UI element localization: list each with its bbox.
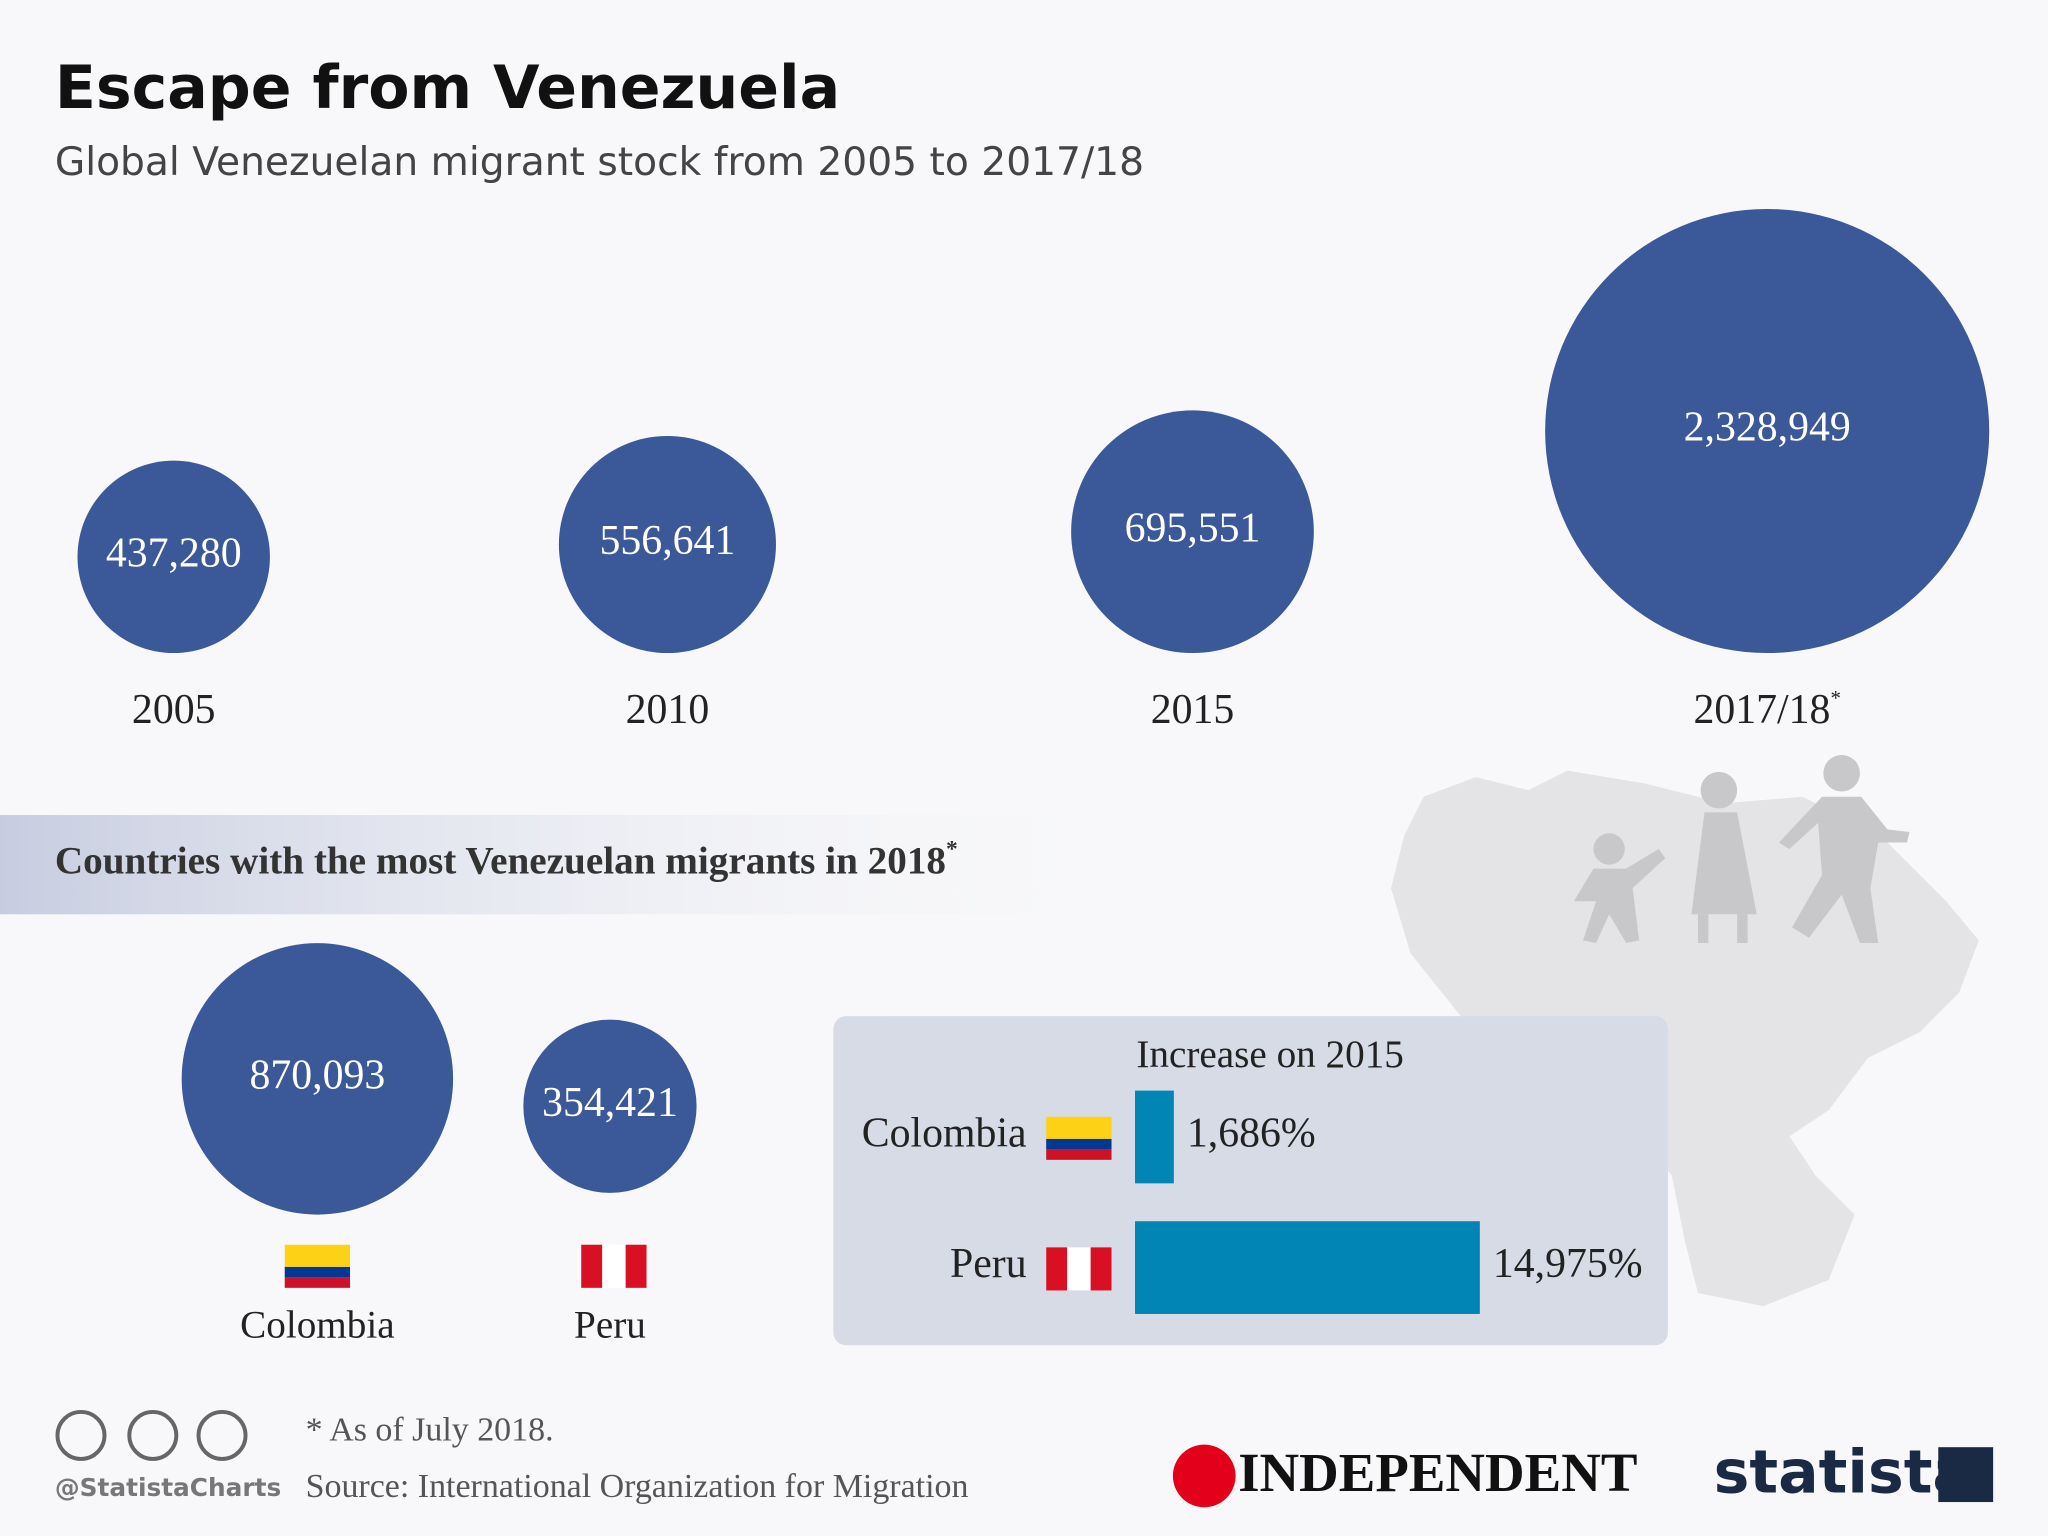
category-label: 2010: [626, 687, 710, 733]
independent-emblem: [1172, 1444, 1236, 1508]
bubble: [77, 460, 270, 654]
bubble: [523, 1019, 697, 1193]
handle: @StatistaCharts: [55, 1473, 281, 1502]
category-label: Colombia: [862, 1111, 1027, 1157]
category-label: Peru: [574, 1303, 646, 1346]
bar-title: Increase on 2015: [1136, 1033, 1404, 1076]
logo-statista: statista: [1714, 1438, 1973, 1508]
value-label: 695,551: [1125, 505, 1261, 551]
source: Source: International Organization for M…: [306, 1468, 969, 1505]
title: Escape from Venezuela: [55, 53, 840, 123]
value-label: 870,093: [249, 1052, 385, 1098]
bubble: [181, 943, 454, 1215]
flag-colombia: [284, 1244, 351, 1288]
category-text: 2005: [132, 687, 216, 733]
bar: [1135, 1221, 1480, 1314]
flag-peru: [581, 1244, 647, 1288]
value-label: 14,975%: [1493, 1241, 1643, 1287]
category-text: 2015: [1151, 687, 1235, 733]
category-text: 2010: [626, 687, 710, 733]
category-label: Colombia: [240, 1303, 395, 1346]
bar: [1135, 1090, 1174, 1184]
subtitle: Global Venezuelan migrant stock from 200…: [55, 140, 1144, 185]
category-label: 2015: [1151, 687, 1235, 733]
logo-independent: INDEPENDENT: [1238, 1442, 1637, 1503]
category-text: 2017/18: [1693, 687, 1830, 733]
category-label: 2005: [132, 687, 216, 733]
value-label: 2,328,949: [1684, 405, 1851, 451]
section-title-superscript: *: [946, 837, 958, 863]
bubble: [1071, 410, 1314, 654]
statista-emblem: [1938, 1447, 1994, 1503]
people-icon: [1573, 754, 1910, 944]
section-title: Countries with the most Venezuelan migra…: [55, 837, 958, 883]
category-superscript: *: [1830, 686, 1840, 710]
category-label: 2017/18*: [1693, 686, 1840, 733]
category-text: Colombia: [240, 1303, 395, 1346]
license-icons: [55, 1409, 248, 1461]
flag-peru: [1046, 1247, 1112, 1291]
value-label: 354,421: [542, 1080, 678, 1126]
value-label: 556,641: [600, 518, 736, 564]
bubble: [558, 435, 776, 654]
flag-colombia: [1046, 1116, 1112, 1160]
category-text: Peru: [574, 1303, 646, 1346]
category-label: Peru: [950, 1241, 1027, 1287]
value-label: 1,686%: [1187, 1111, 1316, 1157]
bubble: [1545, 208, 1990, 654]
section-band: [0, 815, 1176, 915]
footnote: * As of July 2018.: [306, 1412, 554, 1449]
section-title-text: Countries with the most Venezuelan migra…: [55, 840, 946, 883]
value-label: 437,280: [106, 530, 242, 576]
